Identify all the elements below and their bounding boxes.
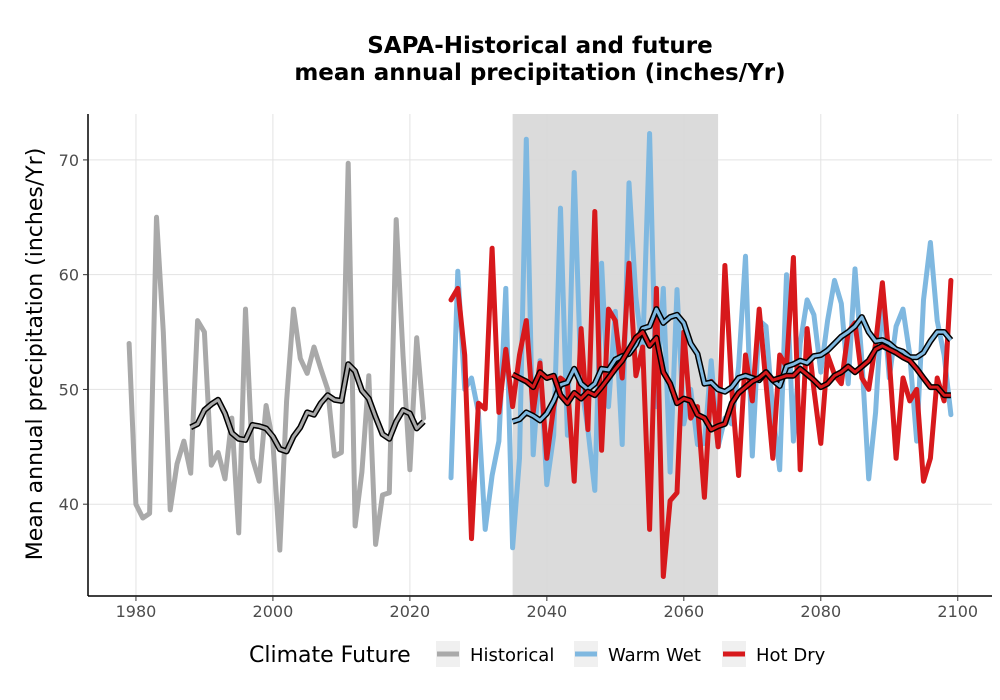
legend-item-warm-wet: Warm Wet: [574, 641, 701, 667]
legend-entries: Historical Warm Wet Hot Dry: [436, 641, 826, 667]
legend-label: Hot Dry: [756, 645, 826, 666]
historical-series-line: [126, 160, 427, 553]
x-tick-label: 2060: [663, 602, 704, 621]
legend-item-historical: Historical: [436, 641, 554, 667]
axes: [87, 114, 992, 597]
legend-item-hot-dry: Hot Dry: [722, 641, 826, 667]
chart-title-line-1: SAPA-Historical and future: [367, 33, 712, 59]
y-tick-label: 40: [59, 495, 79, 514]
x-tick-label: 2000: [253, 602, 294, 621]
legend: Climate Future Historical Warm Wet Hot Dry: [249, 641, 826, 668]
y-tick-label: 60: [59, 266, 79, 285]
warm-wet-rolling-mean-line: [512, 307, 953, 424]
plot-panel: 1980 2000 2020 2040 2060 2080 2100 40 50 60 70: [59, 114, 992, 621]
x-tick-label: 2080: [800, 602, 841, 621]
hot-dry-series-line: [448, 209, 954, 579]
series-layer: [126, 131, 954, 579]
y-axis-title: Mean annual precipitation (inches/Yr): [23, 148, 48, 561]
legend-label: Warm Wet: [608, 645, 701, 666]
x-tick-label: 1980: [116, 602, 157, 621]
legend-title: Climate Future: [249, 643, 411, 668]
chart-title-line-2: mean annual precipitation (inches/Yr): [294, 60, 785, 86]
x-tick-label: 2020: [390, 602, 431, 621]
y-axis-ticks: 40 50 60 70: [59, 151, 88, 514]
x-axis-ticks: 1980 2000 2020 2040 2060 2080 2100: [116, 596, 978, 621]
y-tick-label: 70: [59, 151, 79, 170]
y-tick-label: 50: [59, 380, 79, 399]
x-tick-label: 2100: [937, 602, 978, 621]
hot-dry-rolling-mean-line: [511, 330, 951, 432]
legend-label: Historical: [470, 645, 554, 666]
x-tick-label: 2040: [526, 602, 567, 621]
historical-rolling-mean-line: [190, 362, 425, 453]
